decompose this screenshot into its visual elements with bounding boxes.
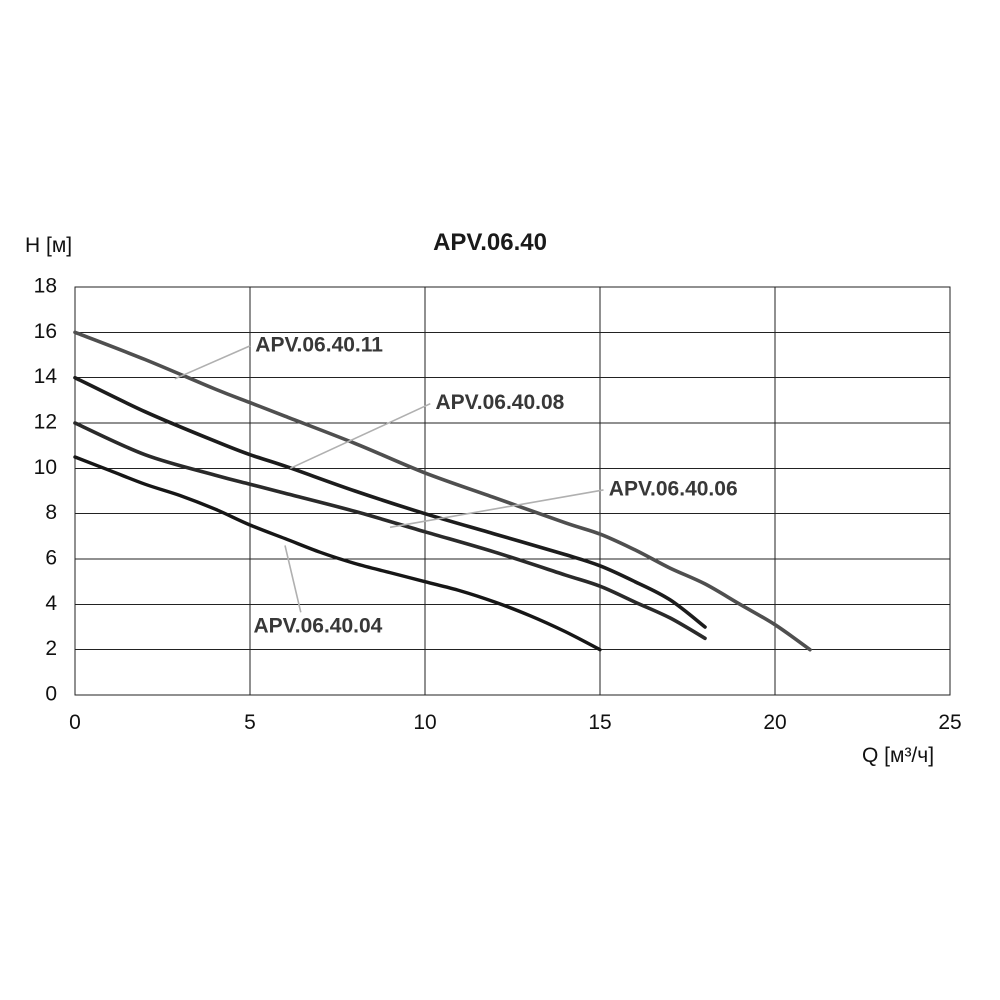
curve-apv-06-40-11: [73, 330, 812, 652]
x-tick-label: 20: [763, 711, 786, 734]
curve-apv-06-40-08: [73, 375, 707, 629]
y-tick-label: 0: [45, 683, 57, 706]
leader-line-apv-06-40-08: [289, 402, 431, 470]
series-label-apv-06-40-06: APV.06.40.06: [609, 477, 738, 500]
series-label-apv-06-40-11: APV.06.40.11: [255, 333, 383, 356]
plot-border: [74, 286, 951, 696]
y-tick-label: 12: [34, 411, 57, 434]
y-tick-label: 16: [34, 320, 57, 343]
x-tick-label: 5: [244, 711, 256, 734]
y-tick-label: 2: [45, 637, 57, 660]
leader-line-apv-06-40-06: [389, 489, 604, 529]
curve-apv-06-40-04: [73, 455, 602, 652]
y-tick-label: 6: [45, 547, 57, 570]
leader-line-apv-06-40-04: [284, 545, 302, 613]
x-tick-label: 25: [938, 711, 961, 734]
y-axis-title: H [м]: [25, 234, 73, 257]
x-tick-label: 10: [413, 711, 436, 734]
chart-title: APV.06.40: [433, 229, 547, 256]
y-tick-label: 8: [45, 501, 57, 524]
x-axis-title: Q [м³/ч]: [862, 744, 935, 767]
y-tick-label: 14: [34, 365, 58, 388]
curve-apv-06-40-06: [73, 421, 707, 641]
x-tick-label: 0: [69, 711, 81, 734]
series-label-apv-06-40-04: APV.06.40.04: [254, 615, 383, 638]
series-label-apv-06-40-08: APV.06.40.08: [436, 391, 565, 414]
x-tick-label: 15: [588, 711, 611, 734]
y-tick-label: 10: [34, 456, 57, 479]
y-tick-label: 4: [45, 592, 57, 615]
leader-line-apv-06-40-11: [174, 345, 251, 380]
y-tick-label: 18: [34, 275, 57, 298]
